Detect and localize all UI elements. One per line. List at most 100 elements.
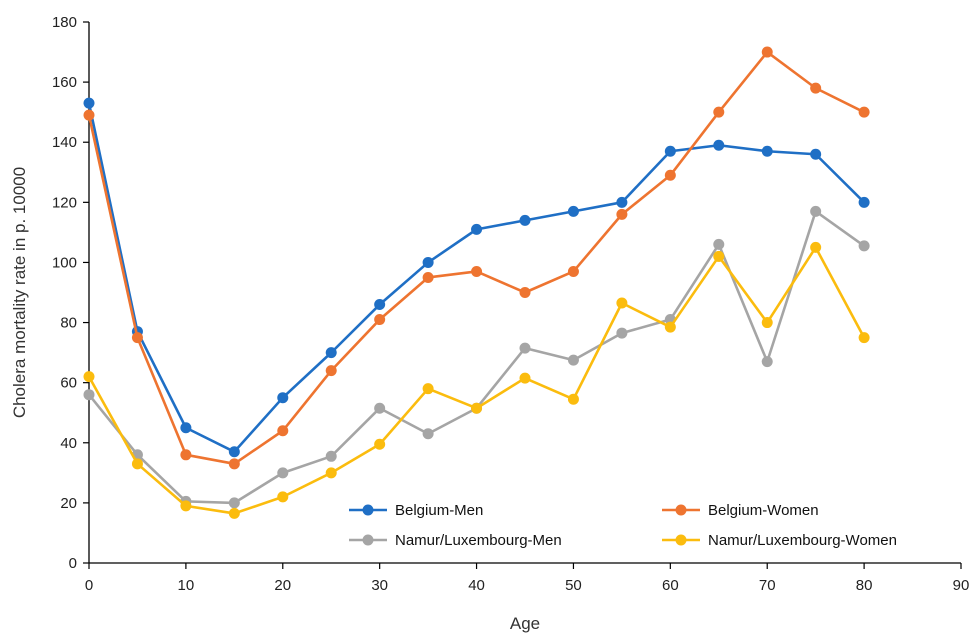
y-tick-label: 0 xyxy=(69,555,77,572)
x-tick-label: 90 xyxy=(953,577,970,594)
y-tick-label: 80 xyxy=(60,315,77,332)
data-point xyxy=(131,332,143,344)
data-point xyxy=(761,317,773,329)
data-point xyxy=(180,500,192,512)
data-point xyxy=(810,205,822,217)
x-tick-label: 80 xyxy=(856,577,873,594)
data-point xyxy=(810,241,822,253)
legend-label: Belgium-Women xyxy=(708,502,819,519)
data-point xyxy=(228,458,240,470)
data-point xyxy=(180,449,192,461)
legend-label: Namur/Luxembourg-Women xyxy=(708,532,897,549)
legend-marker xyxy=(362,504,374,516)
y-tick-label: 120 xyxy=(52,194,77,211)
series-line xyxy=(87,102,866,454)
x-tick-label: 0 xyxy=(85,577,93,594)
data-point xyxy=(374,402,386,414)
x-tick-label: 10 xyxy=(178,577,195,594)
data-point xyxy=(471,265,483,277)
data-point xyxy=(519,372,531,384)
y-tick-label: 160 xyxy=(52,74,77,91)
data-point xyxy=(664,145,676,157)
data-point xyxy=(713,106,725,118)
data-point xyxy=(519,287,531,298)
data-point xyxy=(810,82,822,94)
data-point xyxy=(519,342,531,354)
data-point xyxy=(761,46,773,58)
data-point xyxy=(422,256,434,268)
data-point xyxy=(664,321,676,333)
x-tick-label: 50 xyxy=(565,577,582,594)
y-axis-ticks: 0 20 40 60 80 100 120 140 160 180 xyxy=(52,14,89,572)
legend-marker xyxy=(362,534,374,546)
x-axis-title: Age xyxy=(510,614,540,633)
data-point xyxy=(83,389,95,401)
data-point xyxy=(858,332,870,344)
data-point xyxy=(616,208,628,220)
legend-marker xyxy=(675,504,687,516)
data-point xyxy=(325,450,337,462)
data-point xyxy=(277,491,289,503)
data-point xyxy=(228,497,240,509)
data-point xyxy=(713,250,725,262)
data-point xyxy=(325,365,337,377)
y-tick-label: 180 xyxy=(52,14,77,31)
legend-label: Namur/Luxembourg-Men xyxy=(395,532,562,549)
data-point xyxy=(422,383,434,395)
data-point xyxy=(228,507,240,519)
data-point xyxy=(471,402,483,414)
y-tick-label: 20 xyxy=(60,495,77,512)
data-point xyxy=(858,240,870,252)
data-point xyxy=(277,425,289,437)
data-point xyxy=(83,97,95,109)
data-point xyxy=(761,145,773,157)
data-point xyxy=(374,299,386,311)
legend: Belgium-Men Belgium-Women Namur/Luxembourg… xyxy=(349,502,897,549)
data-point xyxy=(567,393,579,405)
y-tick-label: 40 xyxy=(60,435,77,452)
data-point xyxy=(374,438,386,450)
x-tick-label: 20 xyxy=(274,577,291,594)
series-1 xyxy=(83,97,870,458)
y-tick-label: 140 xyxy=(52,134,77,151)
data-point xyxy=(325,467,337,479)
data-point xyxy=(858,196,870,208)
data-point xyxy=(567,354,579,366)
data-point xyxy=(83,109,95,121)
x-axis-ticks: 0 10 20 30 40 50 60 70 80 90 xyxy=(85,563,970,594)
y-tick-label: 60 xyxy=(60,375,77,392)
series-line xyxy=(87,50,865,466)
data-point xyxy=(180,422,192,434)
data-point xyxy=(277,467,289,479)
data-point xyxy=(567,265,579,277)
data-point xyxy=(810,148,822,160)
data-point xyxy=(325,347,337,359)
x-tick-label: 60 xyxy=(662,577,679,594)
data-point xyxy=(567,205,579,217)
data-point xyxy=(131,458,143,470)
data-point xyxy=(713,238,725,250)
data-point xyxy=(422,271,434,283)
x-tick-label: 70 xyxy=(759,577,776,594)
series-2 xyxy=(83,46,870,470)
data-point xyxy=(761,356,773,368)
series-line xyxy=(87,246,866,515)
series-3 xyxy=(83,205,870,509)
data-point xyxy=(228,446,240,458)
data-point xyxy=(471,223,483,235)
y-tick-label: 100 xyxy=(52,254,77,271)
y-axis-title: Cholera mortality rate in p. 10000 xyxy=(10,167,29,418)
data-point xyxy=(374,314,386,326)
legend-marker xyxy=(675,534,687,546)
legend-label: Belgium-Men xyxy=(395,502,483,519)
data-point xyxy=(616,327,628,339)
data-point xyxy=(519,214,531,226)
x-tick-label: 40 xyxy=(468,577,485,594)
data-point xyxy=(616,196,628,208)
data-point xyxy=(713,139,725,151)
series-4 xyxy=(83,241,870,519)
data-point xyxy=(616,297,628,309)
data-point xyxy=(858,106,870,118)
data-point xyxy=(277,392,289,404)
